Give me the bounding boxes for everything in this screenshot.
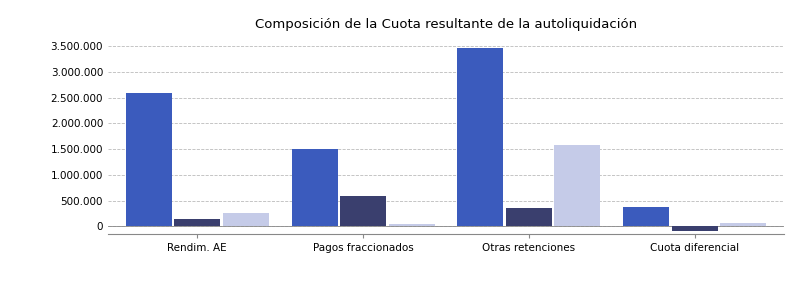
Bar	[340, 196, 386, 226]
Bar	[672, 226, 718, 231]
Title: Composición de la Cuota resultante de la autoliquidación: Composición de la Cuota resultante de la…	[255, 18, 637, 31]
Bar	[292, 149, 338, 226]
Bar	[126, 93, 172, 226]
Bar	[174, 219, 220, 226]
Bar	[623, 207, 670, 226]
Bar	[554, 145, 600, 226]
Bar	[720, 223, 766, 226]
Bar	[389, 224, 434, 226]
Bar	[506, 208, 552, 226]
Bar	[222, 213, 269, 226]
Bar	[458, 48, 503, 226]
